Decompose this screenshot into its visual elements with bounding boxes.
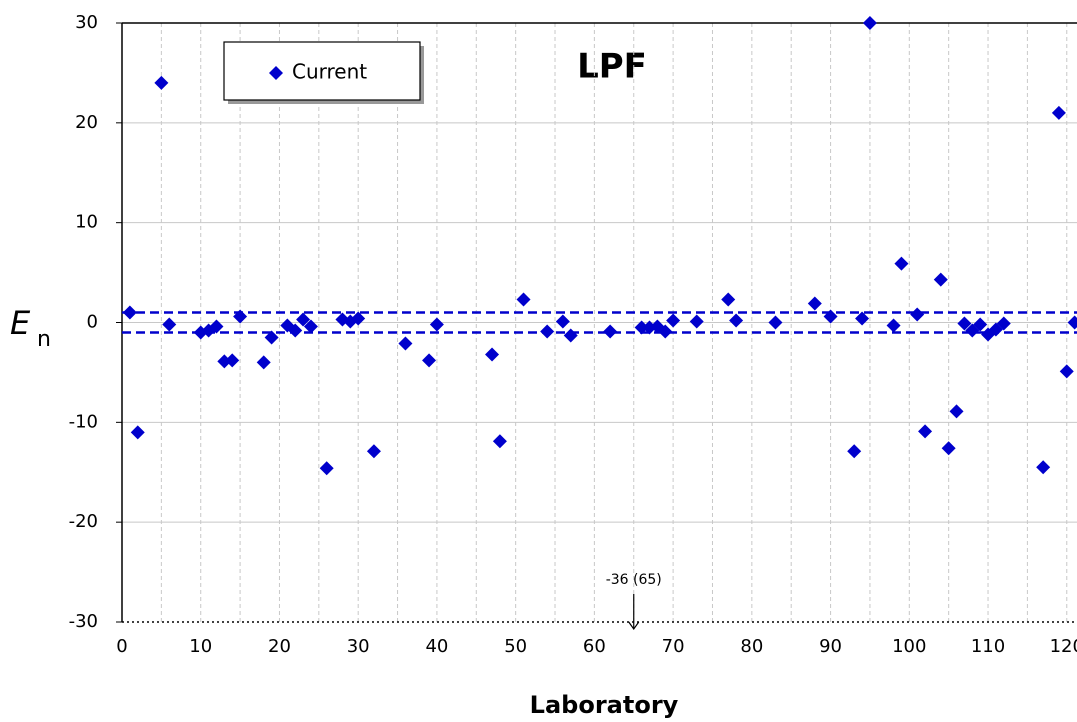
legend-marker [269,66,283,80]
legend-box [223,41,421,101]
data-point [855,311,870,326]
y-axis-label-sub: n [37,327,51,352]
x-tick-label: 0 [116,636,127,657]
data-point [768,315,783,330]
data-point [729,313,744,328]
data-point [666,313,681,328]
data-point [933,272,948,287]
data-point [154,75,169,90]
x-tick-label: 10 [189,636,212,657]
x-axis-label: Laboratory [530,691,679,719]
data-point [233,309,248,324]
x-tick-label: 60 [583,636,606,657]
data-point [1036,460,1051,475]
x-tick-label: 40 [425,636,448,657]
data-point [563,328,578,343]
data-point [540,324,555,339]
data-point [209,319,224,334]
annotation-arrowhead [628,621,640,631]
data-point [485,347,500,362]
data-point [555,314,570,329]
x-tick-label: 30 [347,636,370,657]
data-point [886,318,901,333]
data-point [351,311,366,326]
data-point [225,353,240,368]
data-point [1059,364,1074,379]
y-axis-label: E [10,304,31,342]
y-tick-label: 10 [75,212,98,233]
data-point [658,324,673,339]
data-point [366,444,381,459]
data-point [303,319,318,334]
data-point [894,256,909,271]
data-point [122,305,137,320]
data-point [941,441,956,456]
data-point [918,424,933,439]
data-point [398,336,413,351]
x-tick-label: 80 [740,636,763,657]
data-point [823,309,838,324]
y-tick-label: -10 [69,411,98,432]
data-point [949,404,964,419]
legend-label: Current [292,60,367,84]
data-point [847,444,862,459]
data-point [996,316,1011,331]
x-tick-label: 20 [268,636,291,657]
data-point [492,434,507,449]
x-tick-label: 70 [662,636,685,657]
data-point [603,324,618,339]
data-point [162,317,177,332]
x-tick-label: 110 [971,636,1005,657]
data-point [422,353,437,368]
y-tick-label: 30 [75,12,98,33]
data-point [1051,105,1066,120]
data-point [862,16,877,30]
data-point [288,323,303,338]
data-point [319,461,334,476]
data-point [1067,315,1077,330]
chart-title: LPF [577,47,647,87]
x-tick-label: 120 [1050,636,1077,657]
data-point [721,292,736,307]
data-point [634,320,649,335]
data-point [256,355,271,370]
data-point [296,312,311,327]
data-point [910,307,925,322]
x-tick-label: 90 [819,636,842,657]
data-point [516,292,531,307]
data-point [957,316,972,331]
data-point [807,296,822,311]
data-point [689,314,704,329]
x-tick-label: 100 [892,636,926,657]
annotation-text: -36 (65) [606,572,662,588]
y-tick-label: -20 [69,511,98,532]
y-tick-label: 0 [87,312,98,333]
legend: Current [223,41,424,104]
data-point [130,425,145,440]
x-tick-label: 50 [504,636,527,657]
data-point [973,317,988,332]
data-point [429,317,444,332]
y-tick-label: 20 [75,112,98,133]
y-tick-label: -30 [69,611,98,632]
data-point [264,330,279,345]
